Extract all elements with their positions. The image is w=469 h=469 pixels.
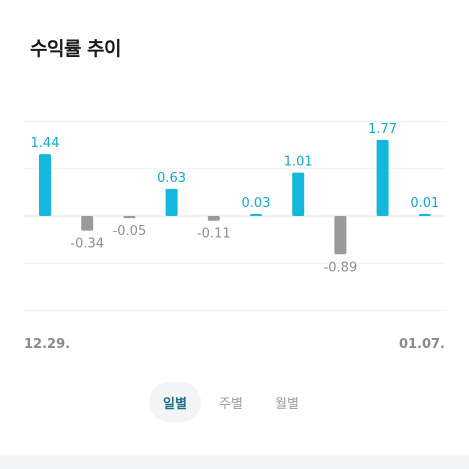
bar[interactable] xyxy=(81,216,94,231)
bar-value-label: 1.44 xyxy=(31,136,60,151)
bar[interactable] xyxy=(123,216,136,219)
tab-daily[interactable]: 일별 xyxy=(149,382,201,422)
chart-title: 수익률 추이 xyxy=(30,38,122,60)
bar[interactable] xyxy=(207,216,220,221)
bar-value-label: 1.01 xyxy=(284,155,313,170)
bar-value-label: 0.01 xyxy=(410,196,439,211)
bar-value-label: 1.77 xyxy=(368,122,397,137)
tab-weekly[interactable]: 주별 xyxy=(219,396,243,412)
bar[interactable] xyxy=(165,188,178,216)
bar[interactable] xyxy=(39,154,51,216)
x-axis-start-label: 12.29. xyxy=(24,337,71,352)
bar-value-label: -0.11 xyxy=(197,227,231,242)
bar-value-label: -0.05 xyxy=(113,224,147,239)
period-toggle: 일별 주별 월별 xyxy=(149,382,319,422)
bar[interactable] xyxy=(376,139,389,216)
bottom-divider xyxy=(0,455,469,469)
bar-value-label: -0.34 xyxy=(70,237,104,252)
bar-value-label: 0.03 xyxy=(242,196,271,211)
bar[interactable] xyxy=(334,216,347,255)
bar-value-label: 0.63 xyxy=(157,171,186,186)
bar-value-label: -0.89 xyxy=(324,260,358,275)
bar[interactable] xyxy=(250,214,262,216)
x-axis-end-label: 01.07. xyxy=(398,337,445,352)
bar[interactable] xyxy=(292,172,305,216)
tab-monthly[interactable]: 월별 xyxy=(275,396,299,412)
bar[interactable] xyxy=(418,214,431,216)
